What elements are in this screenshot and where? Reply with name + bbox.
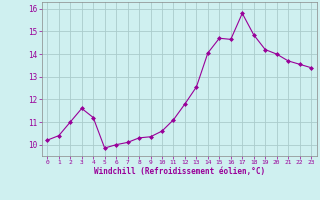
X-axis label: Windchill (Refroidissement éolien,°C): Windchill (Refroidissement éolien,°C): [94, 167, 265, 176]
